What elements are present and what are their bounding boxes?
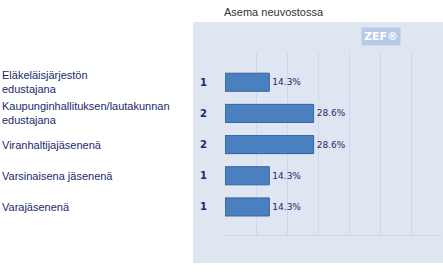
svg-text:1: 1 <box>200 201 207 212</box>
svg-text:1: 1 <box>200 77 207 88</box>
svg-text:Viranhaltijajäsenenä: Viranhaltijajäsenenä <box>2 139 102 151</box>
svg-text:Varajäsenenä: Varajäsenenä <box>2 201 70 213</box>
svg-text:Eläkeläisjärjestönedustajana: Eläkeläisjärjestönedustajana <box>2 69 88 95</box>
svg-text:14.3%: 14.3% <box>272 171 301 181</box>
svg-text:14.3%: 14.3% <box>272 77 301 87</box>
svg-text:Asema neuvostossa: Asema neuvostossa <box>224 6 324 18</box>
svg-text:ZEF®: ZEF® <box>364 30 398 43</box>
svg-text:Kaupunginhallituksen/lautakunn: Kaupunginhallituksen/lautakunnanedustaja… <box>2 100 170 126</box>
svg-text:Varsinaisena jäsenenä: Varsinaisena jäsenenä <box>2 170 113 182</box>
svg-text:14.3%: 14.3% <box>272 202 301 212</box>
svg-text:1: 1 <box>200 170 207 181</box>
svg-text:2: 2 <box>200 139 207 150</box>
svg-text:2: 2 <box>200 108 207 119</box>
svg-text:28.6%: 28.6% <box>317 108 346 118</box>
svg-text:28.6%: 28.6% <box>317 140 346 150</box>
